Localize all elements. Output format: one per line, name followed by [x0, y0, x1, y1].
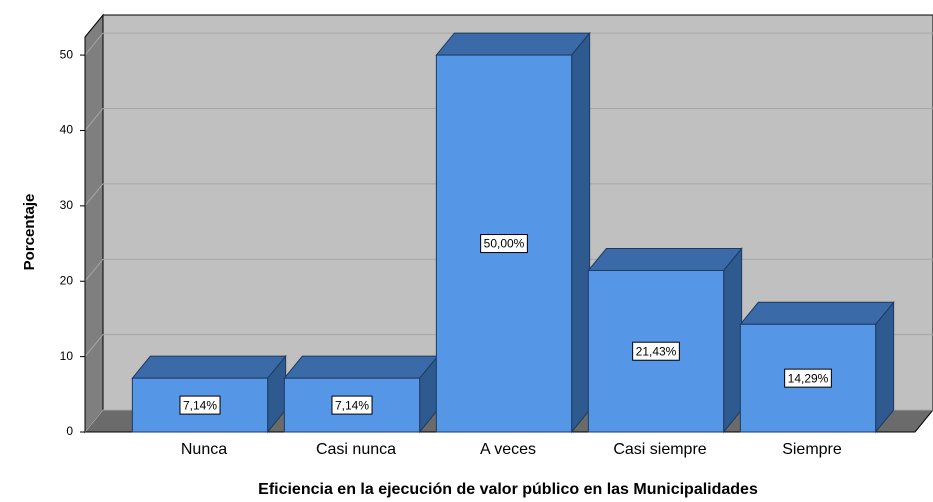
data-label: 7,14%: [335, 398, 369, 412]
grid-line: [84, 258, 104, 282]
data-label: 21,43%: [636, 344, 677, 358]
x-tick-label: Nunca: [181, 441, 227, 458]
data-label-box: [632, 341, 680, 361]
data-label-box: [480, 234, 528, 254]
bar-side: [723, 247, 743, 434]
bar-top: [435, 32, 591, 56]
x-tick-label: Casi nunca: [316, 441, 396, 458]
x-axis-title: Eficiencia en la ejecución de valor públ…: [258, 481, 758, 498]
grid-line: [84, 183, 104, 207]
y-tick-label: 50: [60, 47, 74, 61]
x-tick-label: Casi siempre: [613, 441, 706, 458]
side-wall: [84, 13, 104, 434]
data-label-box: [331, 395, 373, 415]
data-label: 7,14%: [183, 398, 217, 412]
y-tick-label: 0: [66, 424, 73, 438]
data-label-box: [179, 395, 221, 415]
y-tick-label: 30: [60, 198, 74, 212]
bar-top: [739, 301, 895, 325]
y-axis-title: Porcentaje: [21, 194, 38, 271]
grid-line: [84, 409, 104, 433]
grid-line: [84, 108, 104, 131]
x-tick-label: A veces: [480, 441, 536, 458]
y-tick-label: 20: [60, 273, 74, 287]
y-tick-label: 10: [60, 349, 74, 363]
data-label: 50,00%: [484, 237, 525, 251]
x-tick-label: Siempre: [782, 441, 842, 458]
bar-top: [283, 355, 439, 379]
grid-line: [84, 334, 104, 357]
y-tick-label: 40: [60, 123, 74, 137]
bar-top: [587, 247, 743, 271]
data-label-box: [784, 368, 832, 388]
grid-line: [84, 32, 104, 56]
data-label: 14,29%: [788, 371, 829, 385]
bar: [131, 377, 269, 433]
bar-top: [131, 355, 287, 379]
bar-side: [571, 31, 591, 434]
